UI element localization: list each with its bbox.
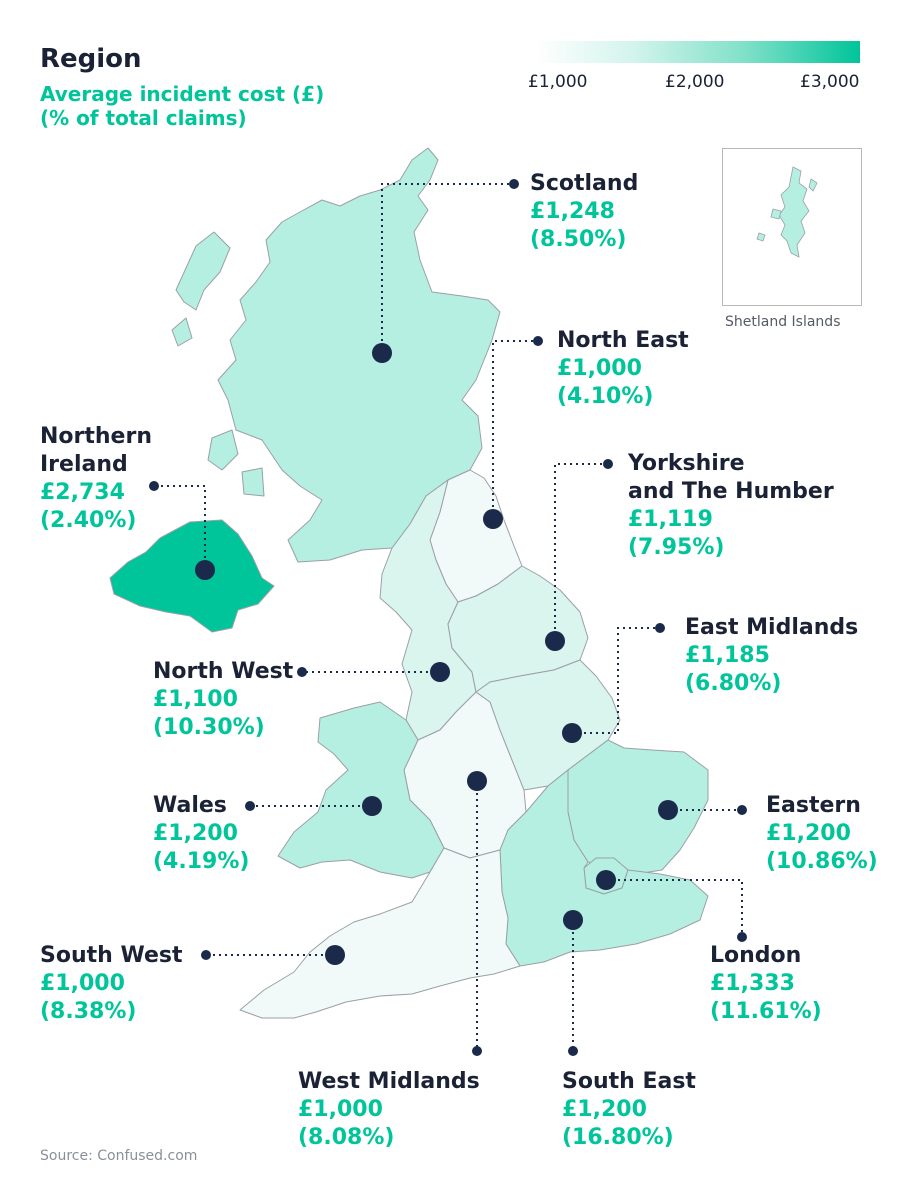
leader-end-london [737, 932, 747, 942]
marker-yorkshire [545, 631, 565, 651]
leader-end-wales [245, 801, 255, 811]
label-east-midlands: East Midlands £1,185 (6.80%) [685, 614, 858, 698]
label-yorkshire: Yorkshire and The Humber £1,119 (7.95%) [628, 450, 834, 562]
marker-north-west [430, 662, 450, 682]
region-pct: (10.30%) [153, 715, 265, 740]
region-pct: (8.50%) [530, 227, 627, 252]
shetland-inset [722, 148, 862, 306]
label-west-midlands: West Midlands £1,000 (8.08%) [298, 1068, 480, 1152]
region-pct: (7.95%) [628, 535, 725, 560]
source-note: Source: Confused.com [40, 1148, 198, 1164]
marker-north-east [483, 509, 503, 529]
region-name: Scotland [530, 171, 639, 196]
legend-subtitle: Average incident cost (£) (% of total cl… [40, 82, 325, 130]
marker-south-west [325, 945, 345, 965]
region-pct: (10.86%) [766, 849, 878, 874]
marker-scotland [372, 343, 392, 363]
leader-end-south-west [201, 950, 211, 960]
region-cost: £1,100 [153, 687, 238, 712]
leader-end-east-midlands [655, 623, 665, 633]
marker-south-east [563, 910, 583, 930]
region-name: Northern Ireland [40, 424, 152, 477]
shetland-label: Shetland Islands [725, 314, 841, 330]
region-name: North West [153, 659, 294, 684]
marker-eastern [658, 800, 678, 820]
region-name: South West [40, 943, 183, 968]
region-name: East Midlands [685, 615, 859, 640]
region-cost: £1,248 [530, 199, 615, 224]
leader-end-north-east [533, 336, 543, 346]
region-cost: £1,185 [685, 643, 770, 668]
leader-end-yorkshire [603, 459, 613, 469]
region-pct: (11.61%) [710, 999, 822, 1024]
leader-london [606, 879, 743, 937]
legend-title: Region [40, 44, 142, 74]
label-north-east: North East £1,000 (4.10%) [557, 327, 689, 411]
region-scotland [217, 147, 501, 563]
region-wales [277, 701, 445, 879]
region-cost: £1,000 [40, 971, 125, 996]
region-name: North East [557, 328, 689, 353]
leader-scotland [381, 183, 514, 353]
scale-label-high: £3,000 [800, 72, 860, 92]
label-north-west: North West £1,100 (10.30%) [153, 658, 293, 742]
color-scale-bar [535, 41, 860, 63]
region-name: Yorkshire and The Humber [628, 451, 834, 504]
shetland-islands-shape [756, 166, 818, 258]
region-pct: (2.40%) [40, 508, 137, 533]
region-cost: £1,119 [628, 507, 713, 532]
leader-end-scotland [509, 179, 519, 189]
marker-west-midlands [467, 771, 487, 791]
label-south-west: South West £1,000 (8.38%) [40, 942, 182, 1026]
leader-end-south-east [568, 1046, 578, 1056]
region-name: Eastern [766, 793, 861, 818]
region-cost: £1,000 [557, 356, 642, 381]
region-south-west [239, 847, 521, 1019]
region-cost: £1,333 [710, 971, 795, 996]
scale-label-low: £1,000 [528, 72, 588, 92]
region-pct: (4.10%) [557, 384, 654, 409]
region-cost: £1,200 [766, 821, 851, 846]
region-pct: (16.80%) [562, 1125, 674, 1150]
marker-east-midlands [562, 723, 582, 743]
region-cost: £1,000 [298, 1097, 383, 1122]
leader-end-northern-ireland [149, 481, 159, 491]
region-name: West Midlands [298, 1069, 480, 1094]
region-pct: (4.19%) [153, 849, 250, 874]
region-south-east [499, 769, 709, 967]
region-pct: (8.08%) [298, 1125, 395, 1150]
leader-northern-ireland [154, 485, 206, 570]
region-name: Wales [153, 793, 227, 818]
region-northern-ireland [109, 519, 275, 633]
label-wales: Wales £1,200 (4.19%) [153, 792, 249, 876]
leader-end-eastern [737, 805, 747, 815]
leader-end-north-west [297, 667, 307, 677]
leader-end-west-midlands [472, 1046, 482, 1056]
label-south-east: South East £1,200 (16.80%) [562, 1068, 696, 1152]
region-pct: (6.80%) [685, 671, 782, 696]
region-eastern [567, 739, 709, 875]
label-scotland: Scotland £1,248 (8.50%) [530, 170, 638, 254]
leader-north-east [492, 340, 538, 519]
region-cost: £2,734 [40, 480, 125, 505]
region-name: South East [562, 1069, 696, 1094]
marker-london [596, 870, 616, 890]
region-name: London [710, 943, 802, 968]
scale-label-mid: £2,000 [665, 72, 725, 92]
label-northern-ireland: Northern Ireland £2,734 (2.40%) [40, 423, 152, 535]
marker-northern-ireland [195, 560, 215, 580]
label-london: London £1,333 (11.61%) [710, 942, 822, 1026]
region-pct: (8.38%) [40, 999, 137, 1024]
region-cost: £1,200 [562, 1097, 647, 1122]
label-eastern: Eastern £1,200 (10.86%) [766, 792, 878, 876]
marker-wales [362, 796, 382, 816]
region-cost: £1,200 [153, 821, 238, 846]
